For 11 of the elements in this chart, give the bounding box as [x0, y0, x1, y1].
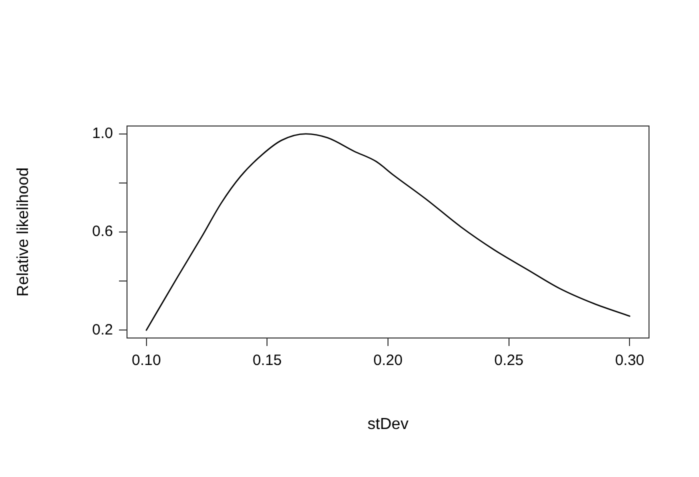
- x-tick-label: 0.25: [494, 352, 524, 370]
- line-series: [146, 133, 630, 331]
- x-tick-label: 0.10: [132, 352, 161, 370]
- y-tick-label: 1.0: [92, 124, 113, 142]
- x-tick-label: 0.20: [373, 352, 403, 370]
- y-tick-label: 0.2: [92, 321, 113, 338]
- y-axis-title: Relative likelihood: [15, 168, 32, 296]
- x-axis-title: stDev: [368, 416, 408, 433]
- y-tick-label: 0.6: [92, 223, 113, 240]
- x-tick-label: 0.15: [252, 352, 282, 370]
- x-tick-label: 0.30: [615, 352, 644, 370]
